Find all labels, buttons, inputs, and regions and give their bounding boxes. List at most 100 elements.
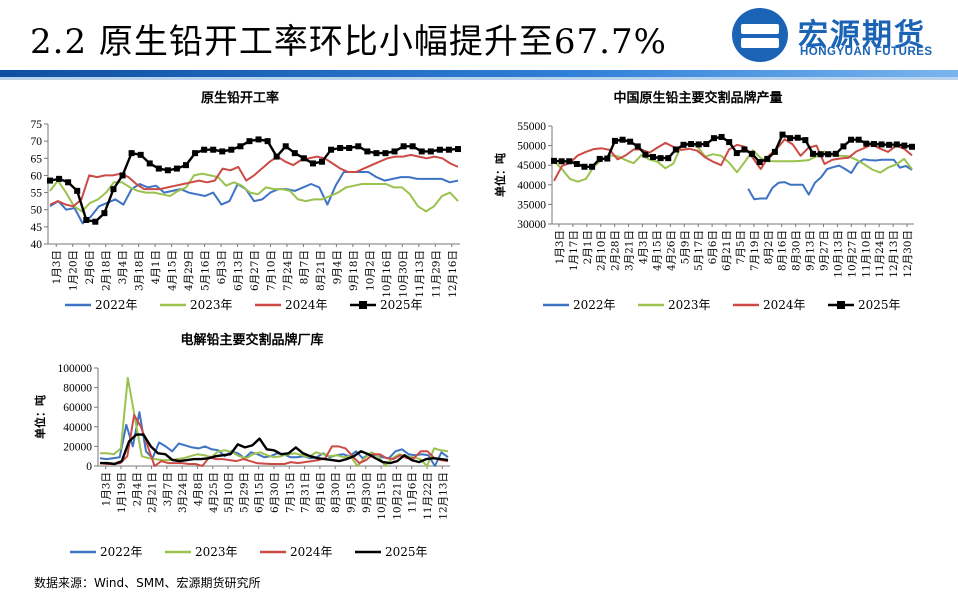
x-tick-label: 12月30日	[902, 230, 914, 278]
x-tick-label: 9月13日	[805, 230, 817, 271]
y-tick-label: 55	[31, 188, 43, 200]
x-tick-label: 8月2日	[763, 230, 775, 264]
series-point-2025年	[119, 172, 126, 179]
series-point-2025年	[825, 151, 832, 158]
x-tick-label: 12月13日	[888, 230, 900, 278]
series-point-2025年	[650, 153, 657, 160]
series-point-2025年	[146, 160, 153, 167]
x-tick-label: 8月16日	[315, 472, 327, 513]
series-point-2025年	[155, 165, 162, 172]
x-tick-label: 4月8日	[192, 472, 204, 506]
series-point-2025年	[427, 148, 434, 155]
series-point-2025年	[328, 146, 335, 153]
x-tick-label: 8月21日	[315, 250, 327, 291]
series-point-2025年	[665, 155, 672, 162]
legend-label: 2024年	[290, 545, 333, 559]
x-tick-label: 1月19日	[116, 472, 128, 513]
series-point-2025年	[642, 151, 649, 158]
series-point-2025年	[300, 155, 307, 162]
legend-marker	[837, 301, 845, 309]
plot-area	[47, 136, 461, 225]
x-tick-label: 12月13日	[437, 472, 449, 520]
series-point-2025年	[382, 150, 389, 157]
series-point-2025年	[817, 151, 824, 158]
series-point-2025年	[255, 136, 262, 143]
legend-label: 2025年	[380, 298, 423, 312]
x-tick-label: 11月24日	[874, 230, 886, 278]
series-point-2025年	[726, 139, 733, 146]
x-tick-label: 6月27日	[249, 250, 261, 291]
series-point-2025年	[228, 146, 235, 153]
y-tick-label: 45	[31, 222, 43, 234]
series-point-2025年	[764, 155, 771, 162]
series-point-2025年	[589, 163, 596, 170]
x-tick-label: 8月30日	[330, 472, 342, 513]
x-tick-label: 5月17日	[693, 230, 705, 271]
chart-title: 电解铅主要交割品牌厂库	[180, 332, 323, 348]
x-tick-label: 4月25日	[208, 472, 220, 513]
x-tick-label: 4月15日	[167, 250, 179, 291]
series-point-2025年	[604, 155, 611, 162]
series-point-2025年	[657, 155, 664, 162]
x-tick-label: 2月18日	[101, 250, 113, 291]
series-point-2025年	[74, 187, 81, 194]
series-point-2025年	[183, 162, 189, 169]
legend-label: 2022年	[95, 298, 138, 312]
plot-area	[99, 376, 449, 467]
series-point-2025年	[364, 148, 371, 155]
series-point-2025年	[848, 136, 855, 143]
chart-title: 中国原生铅主要交割品牌产量	[613, 90, 782, 106]
series-point-2025年	[870, 141, 877, 148]
series-point-2025年	[237, 143, 244, 150]
series-point-2025年	[703, 141, 710, 148]
series-point-2025年	[749, 150, 756, 157]
series-point-2025年	[164, 167, 171, 174]
series-point-2025年	[246, 138, 253, 145]
y-axis-label: 单位：吨	[493, 153, 507, 197]
series-point-2025年	[273, 153, 280, 160]
legend-item: 2025年	[828, 298, 901, 312]
x-tick-label: 8月30日	[791, 230, 803, 271]
y-tick-label: 60000	[63, 402, 92, 414]
y-tick-label: 100000	[58, 363, 93, 375]
y-tick-label: 70	[31, 136, 43, 148]
legend-item: 2022年	[70, 545, 143, 559]
series-point-2025年	[878, 141, 885, 148]
branded-inventory-chart-panel: 电解铅主要交割品牌厂库 单位：吨 0 20000 40000 60000 80000 1000…	[20, 326, 460, 566]
x-tick-label: 2月28日	[610, 230, 622, 271]
x-tick-label: 3月24日	[177, 472, 189, 513]
series-point-2025年	[741, 146, 748, 153]
x-tick-label: 11月29日	[430, 250, 442, 298]
x-tick-label: 4月1日	[150, 250, 162, 284]
x-tick-label: 4月26日	[665, 230, 677, 271]
legend-item: 2023年	[638, 298, 711, 312]
x-tick-label: 6月15日	[254, 472, 266, 513]
series-point-2025年	[137, 151, 144, 158]
series-point-2025年	[83, 217, 90, 223]
series-point-2025年	[56, 175, 63, 182]
legend-label: 2023年	[190, 298, 233, 312]
x-tick-label: 7月10日	[265, 250, 277, 291]
series-point-2025年	[391, 148, 398, 155]
legend-label: 2022年	[100, 545, 143, 559]
series-point-2025年	[787, 135, 794, 142]
series-point-2025年	[309, 160, 316, 167]
series-point-2025年	[771, 148, 778, 155]
legend-label: 2024年	[285, 298, 328, 312]
legend-item: 2022年	[543, 298, 616, 312]
series-point-2025年	[794, 134, 801, 141]
y-tick-label: 20000	[63, 441, 92, 453]
x-tick-label: 9月30日	[361, 472, 373, 513]
x-tick-label: 2月1日	[582, 230, 594, 264]
y-tick-label: 0	[86, 461, 92, 473]
series-point-2025年	[832, 150, 839, 157]
y-axis-label: 单位：吨	[33, 395, 47, 439]
legend-label: 2025年	[385, 545, 428, 559]
operating-rate-chart-panel: 原生铅开工率 40 45 50 55 60 65 70 75 1月3日 1月20日 2月6日 2月18日…	[0, 84, 470, 319]
series-point-2025年	[282, 143, 289, 150]
series-line-2022年	[99, 411, 449, 467]
operating-rate-chart: 原生铅开工率 40 45 50 55 60 65 70 75 1月3日 1月20日 2月6日 2月18日…	[31, 90, 461, 312]
series-point-2025年	[733, 150, 740, 157]
series-point-2025年	[291, 150, 298, 157]
x-tick-label: 6月21日	[721, 230, 733, 271]
